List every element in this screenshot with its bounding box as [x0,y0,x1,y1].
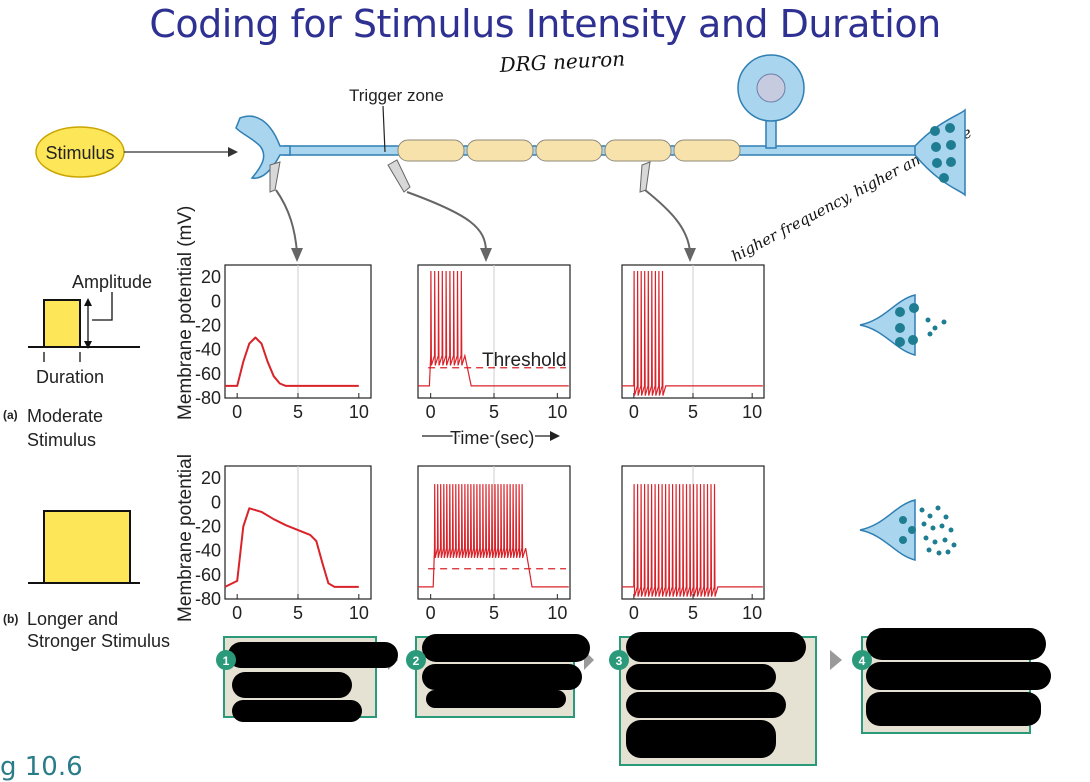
x-tick-label: 10 [742,603,762,623]
graph-b-4: 0 5 10 [417,465,571,623]
graph-b-5: 0 5 10 [621,465,765,623]
membrane-potential-graphs: 0 5 10 20 0 -20 -40 -60 -80 0 5 10 0 5 10 0 5 10 20 0 -20 -40… [195,264,765,623]
x-tick-label: 0 [232,603,242,623]
dendrite-ending [235,115,291,179]
handwritten-note-drg: DRG neuron [498,46,626,77]
stimulus-label: Stimulus [45,143,114,163]
x-tick-label: 5 [688,402,698,422]
y-tick-label: 0 [211,492,221,512]
graph-b-3: 0 5 10 20 0 -20 -40 -60 -80 [195,465,372,623]
y-axis-label-b: Membrane potential [175,454,196,622]
x-tick-label: 10 [547,603,567,623]
x-tick-label: 10 [742,402,762,422]
svg-text:1: 1 [223,654,230,668]
row-b-label-2: Stronger Stimulus [27,631,170,651]
neuron-diagram [235,54,966,197]
stimulus-pictogram-b [28,510,140,584]
x-tick-label: 0 [426,603,436,623]
graph-a-1: 0 5 10 [417,264,571,422]
x-tick-label: 5 [688,603,698,623]
y-tick-label: -20 [195,315,221,335]
row-a-label-2: Stimulus [27,430,96,450]
recording-arrows [275,189,691,253]
x-tick-label: 0 [629,402,639,422]
x-tick-label: 5 [293,603,303,623]
svg-text:2: 2 [413,654,420,668]
step-flow: 1 2 3 4 [216,628,1051,766]
threshold-label: Threshold [482,350,567,371]
x-tick-label: 5 [293,402,303,422]
page-title: Coding for Stimulus Intensity and Durati… [149,2,941,46]
synaptic-vesicles [930,123,956,183]
trigger-zone-label: Trigger zone [349,86,444,105]
x-tick-label: 0 [232,402,242,422]
graph-a-2: 0 5 10 [621,264,765,422]
spike-train [418,270,569,387]
time-axis-label: Time (sec) [450,428,534,448]
row-b-label-1: Longer and [27,609,118,629]
y-tick-label: -60 [195,364,221,384]
spike-train [622,484,763,597]
electrodes [269,159,651,193]
amplitude-label: Amplitude [72,272,152,292]
row-a-label-1: Moderate [27,406,103,426]
time-axis-arrowhead [550,431,560,441]
trace-line [225,336,359,387]
figure-label: g 10.6 [0,752,83,782]
y-tick-label: 20 [201,267,221,287]
x-tick-label: 5 [489,603,499,623]
y-tick-label: 20 [201,468,221,488]
myelin-sheath [397,139,741,162]
svg-text:4: 4 [859,654,866,668]
axon-terminal [914,108,966,197]
duration-label: Duration [36,367,104,387]
row-a-letter: (a) [3,408,18,422]
row-b-letter: (b) [3,612,18,626]
stimulus-arrowhead [228,147,238,157]
trigger-zone-pointer [382,105,386,153]
y-tick-label: 0 [211,291,221,311]
y-tick-label: -20 [195,516,221,536]
x-tick-label: 10 [349,603,369,623]
y-axis-label-a: Membrane potential (mV) [175,206,196,420]
x-tick-label: 5 [489,402,499,422]
spike-train [418,484,569,588]
svg-text:3: 3 [616,654,623,668]
step-badges: 1 2 3 4 [216,650,872,670]
y-tick-label: -80 [195,388,221,408]
y-tick-label: -40 [195,340,221,360]
stimulus-pictogram-a [28,292,140,362]
x-tick-label: 0 [629,603,639,623]
y-tick-label: -40 [195,541,221,561]
trace-line [224,507,359,588]
graph-a-0: 0 5 10 20 0 -20 -40 -60 -80 [195,264,372,422]
x-tick-label: 0 [426,402,436,422]
x-tick-label: 10 [547,402,567,422]
x-tick-label: 10 [349,402,369,422]
spike-train [622,270,763,396]
y-tick-label: -60 [195,565,221,585]
step-arrow-3 [830,650,842,670]
synapse-release-moderate [859,294,947,356]
synapse-release-strong [859,499,957,561]
y-tick-label: -80 [195,589,221,609]
nucleus [756,73,786,103]
